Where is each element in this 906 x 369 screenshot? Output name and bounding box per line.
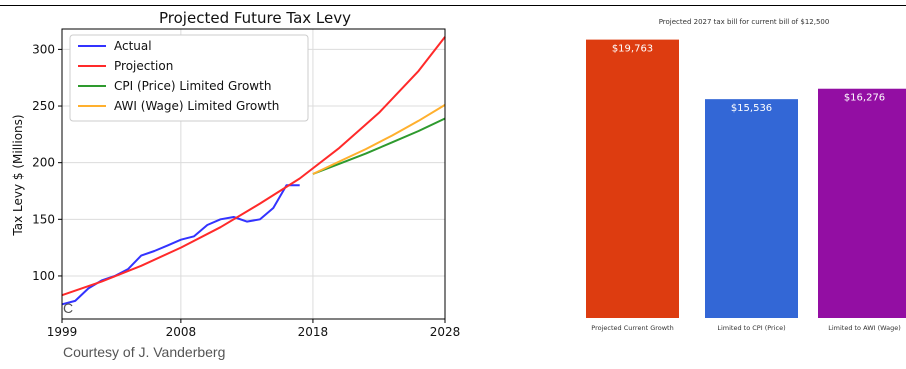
x-tick-label: 2018: [298, 325, 329, 339]
y-axis-label: Tax Levy $ (Millions): [11, 114, 25, 236]
y-tick-label: 300: [32, 42, 55, 56]
bar-value-label: $16,276: [844, 93, 885, 104]
bar: [705, 99, 798, 318]
x-tick-label: 2028: [430, 325, 460, 339]
bar-value-label: $19,763: [612, 44, 653, 55]
series-line-actual: [61, 184, 300, 306]
bar: [586, 39, 679, 319]
series-line-cpi: [312, 117, 446, 175]
bar-category-label: Limited to AWI (Wage): [828, 324, 901, 332]
stray-mark: C: [63, 300, 74, 316]
legend-label: CPI (Price) Limited Growth: [114, 79, 271, 93]
axis-ticks: 100 150 200 250 300 1999 2008 2018 2028: [32, 42, 460, 339]
bar-chart-title: Projected 2027 tax bill for current bill…: [659, 18, 830, 26]
y-tick-label: 200: [32, 156, 55, 170]
x-tick-label: 2008: [166, 325, 197, 339]
bars: $19,763 Projected Current Growth $15,536 Li…: [586, 39, 906, 332]
legend-box: [69, 34, 309, 122]
legend-label: Projection: [114, 59, 173, 73]
credit-text: Courtesy of J. Vanderberg: [63, 344, 226, 360]
bar-category-label: Projected Current Growth: [591, 324, 673, 332]
bar: [818, 88, 906, 318]
y-tick-label: 150: [32, 212, 55, 226]
bar-value-label: $15,536: [731, 103, 772, 114]
chart-title: Projected Future Tax Levy: [159, 9, 351, 27]
y-tick-label: 100: [32, 269, 55, 283]
y-tick-label: 250: [32, 99, 55, 113]
x-tick-label: 1999: [47, 325, 78, 339]
series-line-awi: [312, 104, 446, 175]
legend-label: AWI (Wage) Limited Growth: [114, 99, 279, 113]
tax-bill-bar-chart: Projected 2027 tax bill for current bill…: [586, 18, 906, 332]
series-line-projection: [61, 36, 446, 297]
tax-levy-line-chart: Projected Future Tax Levy 100 150 200 250 30…: [11, 9, 460, 339]
bar-category-label: Limited to CPI (Price): [717, 324, 785, 332]
top-rule: [0, 5, 906, 6]
legend: Actual Projection CPI (Price) Limited Grow…: [69, 34, 309, 122]
legend-label: Actual: [114, 39, 152, 53]
series-lines: [61, 36, 446, 306]
plot-frame: [61, 28, 446, 320]
